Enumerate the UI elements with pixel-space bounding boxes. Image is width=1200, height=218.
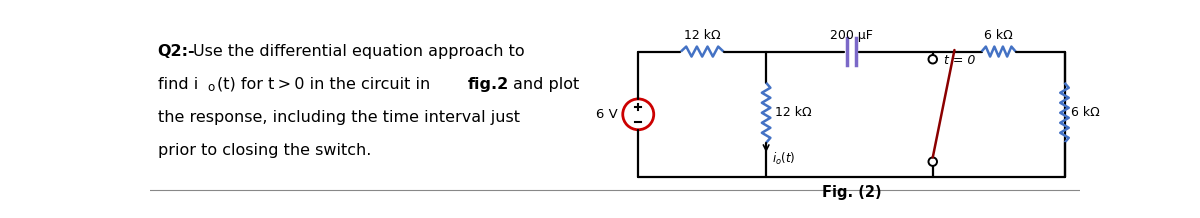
Text: $i_o(t)$: $i_o(t)$ [773,151,796,167]
Text: o: o [208,81,215,94]
Text: Fig. (2): Fig. (2) [822,185,881,200]
Text: 12 kΩ: 12 kΩ [684,29,720,42]
Text: fig.2: fig.2 [468,77,509,92]
Text: prior to closing the switch.: prior to closing the switch. [157,143,371,158]
Text: 6 kΩ: 6 kΩ [1070,106,1099,119]
Text: 12 kΩ: 12 kΩ [775,106,812,119]
Text: Q2:-: Q2:- [157,44,196,59]
Text: t = 0: t = 0 [944,54,976,67]
Text: find i: find i [157,77,198,92]
Text: and plot: and plot [512,77,578,92]
Text: Use the differential equation approach to: Use the differential equation approach t… [193,44,524,59]
Text: 6 kΩ: 6 kΩ [984,29,1013,42]
Text: the response, including the time interval just: the response, including the time interva… [157,110,520,125]
Text: 200 μF: 200 μF [830,29,872,42]
Text: 6 V: 6 V [596,108,618,121]
Text: (t) for t > 0 in the circuit in: (t) for t > 0 in the circuit in [217,77,433,92]
